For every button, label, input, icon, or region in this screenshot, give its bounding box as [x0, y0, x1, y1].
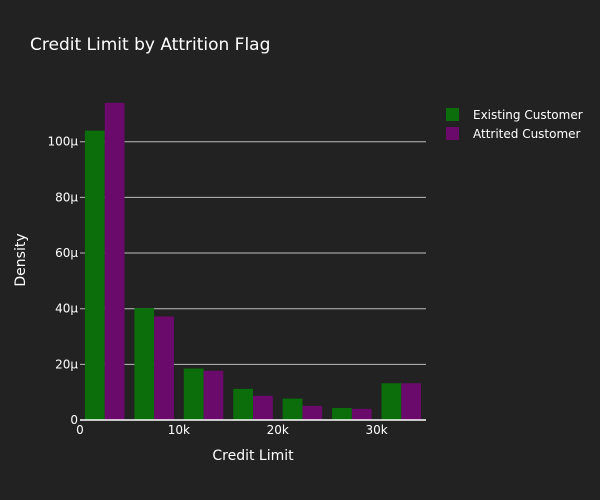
y-tick-label: 80μ — [55, 190, 78, 204]
y-tick-label: 0 — [70, 413, 78, 427]
chart-title: Credit Limit by Attrition Flag — [30, 35, 270, 55]
legend-label: Attrited Customer — [473, 127, 581, 141]
bar-attrited-customer — [401, 383, 422, 420]
y-tick-label: 100μ — [47, 135, 78, 149]
bar-existing-customer — [134, 308, 155, 420]
x-tick-label: 30k — [365, 423, 387, 437]
bar-existing-customer — [233, 388, 253, 420]
bar-existing-customer — [84, 130, 105, 420]
bar-existing-customer — [183, 368, 204, 420]
legend: Existing Customer Attrited Customer — [446, 108, 583, 141]
bar-attrited-customer — [203, 370, 224, 420]
bar-attrited-customer — [104, 102, 125, 421]
y-axis-title: Density — [13, 233, 29, 286]
x-tick-label: 20k — [267, 423, 289, 437]
y-tick-label: 20μ — [55, 357, 78, 371]
y-tick-label: 40μ — [55, 302, 78, 316]
y-tick-label: 60μ — [55, 246, 78, 260]
x-axis-title: Credit Limit — [212, 448, 294, 464]
bar-attrited-customer — [253, 395, 273, 420]
bar-existing-customer — [282, 398, 303, 420]
bar-attrited-customer — [302, 405, 323, 420]
axes: 0 20μ 40μ 60μ 80μ 100μ 0 10k 20k 30k — [47, 135, 426, 437]
bars — [84, 102, 422, 421]
bar-existing-customer — [332, 408, 352, 420]
bar-attrited-customer — [351, 408, 372, 420]
bar-attrited-customer — [154, 316, 174, 420]
bar-existing-customer — [381, 383, 402, 420]
x-tick-label: 10k — [168, 423, 190, 437]
x-tick-label: 0 — [76, 423, 84, 437]
legend-swatch — [446, 108, 459, 121]
legend-swatch — [446, 127, 459, 140]
legend-label: Existing Customer — [473, 108, 583, 122]
